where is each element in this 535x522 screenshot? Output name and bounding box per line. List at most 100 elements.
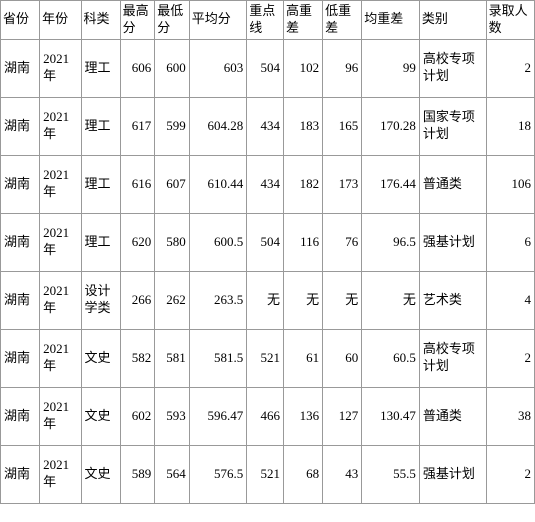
table-cell: 2021年 — [40, 39, 81, 97]
table-cell: 高校专项计划 — [419, 39, 486, 97]
table-cell: 设计学类 — [81, 271, 120, 329]
table-cell: 581.5 — [189, 329, 247, 387]
table-cell: 136 — [284, 387, 323, 445]
table-cell: 艺术类 — [419, 271, 486, 329]
col-header: 年份 — [40, 1, 81, 40]
table-cell: 589 — [120, 445, 155, 503]
table-cell: 106 — [486, 155, 534, 213]
table-cell: 266 — [120, 271, 155, 329]
table-cell: 183 — [284, 97, 323, 155]
table-cell: 无 — [323, 271, 362, 329]
table-cell: 湖南 — [1, 97, 40, 155]
table-cell: 6 — [486, 213, 534, 271]
table-cell: 55.5 — [362, 445, 420, 503]
table-cell: 596.47 — [189, 387, 247, 445]
table-cell: 580 — [155, 213, 190, 271]
table-cell: 理工 — [81, 213, 120, 271]
table-cell: 466 — [247, 387, 284, 445]
table-cell: 173 — [323, 155, 362, 213]
table-cell: 76 — [323, 213, 362, 271]
table-cell: 2 — [486, 39, 534, 97]
col-header: 低重差 — [323, 1, 362, 40]
table-cell: 强基计划 — [419, 445, 486, 503]
table-cell: 182 — [284, 155, 323, 213]
table-row: 湖南2021年理工6066006035041029699高校专项计划2 — [1, 39, 535, 97]
table-cell: 湖南 — [1, 213, 40, 271]
table-body: 湖南2021年理工6066006035041029699高校专项计划2湖南202… — [1, 39, 535, 503]
table-cell: 116 — [284, 213, 323, 271]
col-header: 平均分 — [189, 1, 247, 40]
table-cell: 无 — [362, 271, 420, 329]
table-cell: 576.5 — [189, 445, 247, 503]
table-cell: 文史 — [81, 387, 120, 445]
table-cell: 581 — [155, 329, 190, 387]
table-cell: 127 — [323, 387, 362, 445]
table-cell: 高校专项计划 — [419, 329, 486, 387]
table-row: 湖南2021年理工617599604.28434183165170.28国家专项… — [1, 97, 535, 155]
table-cell: 理工 — [81, 39, 120, 97]
table-cell: 610.44 — [189, 155, 247, 213]
table-cell: 603 — [189, 39, 247, 97]
table-cell: 602 — [120, 387, 155, 445]
table-cell: 593 — [155, 387, 190, 445]
col-header: 最低分 — [155, 1, 190, 40]
table-cell: 582 — [120, 329, 155, 387]
table-cell: 504 — [247, 213, 284, 271]
table-cell: 无 — [247, 271, 284, 329]
table-cell: 2021年 — [40, 387, 81, 445]
table-cell: 湖南 — [1, 329, 40, 387]
table-cell: 湖南 — [1, 39, 40, 97]
table-cell: 600.5 — [189, 213, 247, 271]
table-cell: 理工 — [81, 155, 120, 213]
table-cell: 湖南 — [1, 155, 40, 213]
table-cell: 96 — [323, 39, 362, 97]
table-cell: 无 — [284, 271, 323, 329]
table-cell: 国家专项计划 — [419, 97, 486, 155]
col-header: 省份 — [1, 1, 40, 40]
table-cell: 130.47 — [362, 387, 420, 445]
table-cell: 2021年 — [40, 97, 81, 155]
table-cell: 理工 — [81, 97, 120, 155]
table-row: 湖南2021年文史589564576.5521684355.5强基计划2 — [1, 445, 535, 503]
table-cell: 170.28 — [362, 97, 420, 155]
table-cell: 文史 — [81, 445, 120, 503]
table-cell: 普通类 — [419, 387, 486, 445]
col-header: 重点线 — [247, 1, 284, 40]
table-cell: 文史 — [81, 329, 120, 387]
table-cell: 599 — [155, 97, 190, 155]
table-cell: 606 — [120, 39, 155, 97]
table-cell: 2 — [486, 445, 534, 503]
col-header: 类别 — [419, 1, 486, 40]
table-cell: 99 — [362, 39, 420, 97]
table-cell: 620 — [120, 213, 155, 271]
table-cell: 504 — [247, 39, 284, 97]
table-cell: 18 — [486, 97, 534, 155]
table-header-row: 省份 年份 科类 最高分 最低分 平均分 重点线 高重差 低重差 均重差 类别 … — [1, 1, 535, 40]
table-row: 湖南2021年设计学类266262263.5无无无无艺术类4 — [1, 271, 535, 329]
table-cell: 湖南 — [1, 387, 40, 445]
table-cell: 68 — [284, 445, 323, 503]
table-cell: 564 — [155, 445, 190, 503]
table-cell: 2021年 — [40, 213, 81, 271]
table-cell: 2021年 — [40, 329, 81, 387]
table-cell: 616 — [120, 155, 155, 213]
col-header: 科类 — [81, 1, 120, 40]
table-row: 湖南2021年理工616607610.44434182173176.44普通类1… — [1, 155, 535, 213]
table-cell: 617 — [120, 97, 155, 155]
table-cell: 强基计划 — [419, 213, 486, 271]
table-cell: 434 — [247, 155, 284, 213]
table-cell: 2021年 — [40, 155, 81, 213]
table-cell: 607 — [155, 155, 190, 213]
table-cell: 176.44 — [362, 155, 420, 213]
table-cell: 4 — [486, 271, 534, 329]
table-cell: 2 — [486, 329, 534, 387]
table-cell: 604.28 — [189, 97, 247, 155]
table-cell: 普通类 — [419, 155, 486, 213]
table-cell: 38 — [486, 387, 534, 445]
table-cell: 600 — [155, 39, 190, 97]
table-row: 湖南2021年文史582581581.5521616060.5高校专项计划2 — [1, 329, 535, 387]
table-cell: 165 — [323, 97, 362, 155]
admissions-table: 省份 年份 科类 最高分 最低分 平均分 重点线 高重差 低重差 均重差 类别 … — [0, 0, 535, 504]
table-cell: 湖南 — [1, 445, 40, 503]
table-cell: 434 — [247, 97, 284, 155]
